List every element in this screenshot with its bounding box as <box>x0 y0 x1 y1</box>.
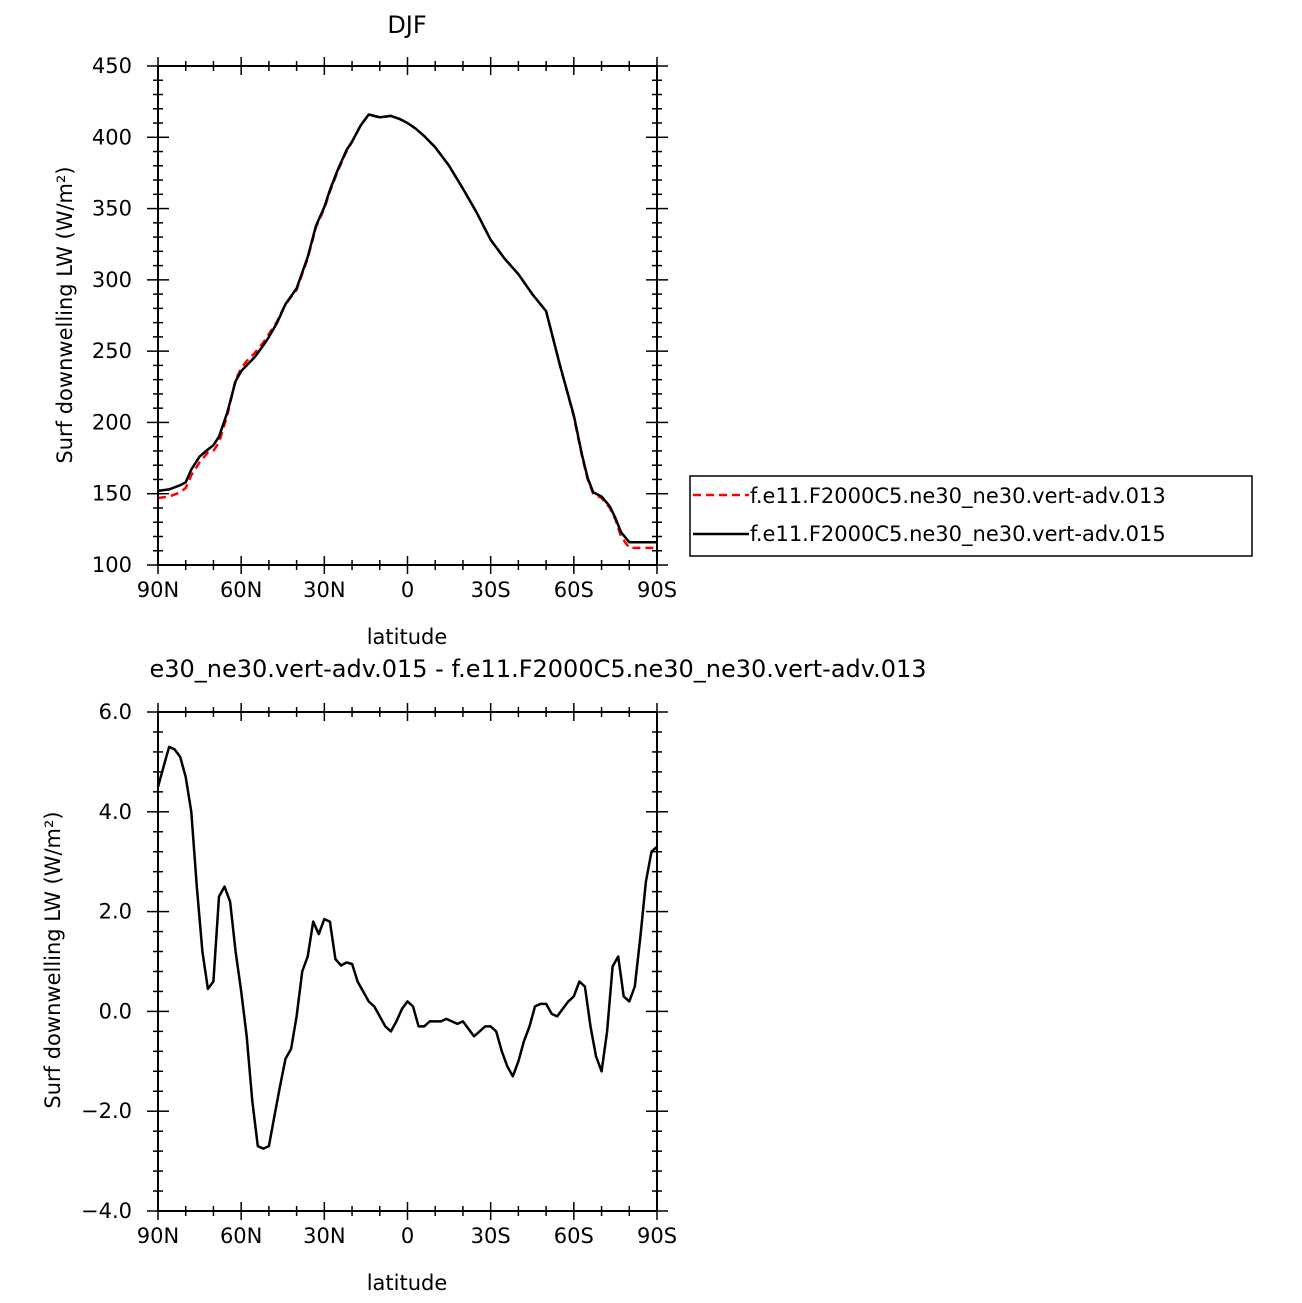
y-tick-label: 300 <box>92 268 132 292</box>
chart-bottom-ylabel: Surf downwelling LW (W/m²) <box>41 811 65 1108</box>
y-tick-label: 6.0 <box>99 700 132 724</box>
series-line-top-1 <box>157 113 657 544</box>
chart-top-frame <box>157 65 658 566</box>
chart-top: DJF 90N 60N 30N 0 30S 60S 90S 100 150 200 250 300 35… <box>53 11 677 649</box>
y-tick-label: 200 <box>92 410 132 434</box>
y-tick-label: 0.0 <box>99 999 132 1023</box>
y-tick-label: 400 <box>92 125 132 149</box>
legend-label-013: f.e11.F2000C5.ne30_ne30.vert-adv.013 <box>750 484 1166 509</box>
x-tick-label: 60N <box>220 578 262 602</box>
y-tick-label: 450 <box>92 54 132 78</box>
chart-bottom-xlabel: latitude <box>367 1271 448 1295</box>
x-tick-label: 30N <box>303 1224 345 1248</box>
x-tick-label: 30S <box>471 1224 511 1248</box>
y-tick-label: 350 <box>92 197 132 221</box>
x-tick-label: 90S <box>637 1224 677 1248</box>
y-tick-label: −2.0 <box>81 1099 132 1123</box>
chart-top-series <box>157 113 657 550</box>
legend-box <box>689 475 1253 557</box>
y-tick-label: 150 <box>92 482 132 506</box>
x-tick-label: 60S <box>554 1224 594 1248</box>
chart-top-xlabel: latitude <box>367 625 448 649</box>
x-tick-label: 90N <box>137 1224 179 1248</box>
y-tick-label: −4.0 <box>81 1199 132 1223</box>
chart-top-ticks: 90N 60N 30N 0 30S 60S 90S 100 150 200 250 300 350 400… <box>92 54 677 602</box>
chart-bottom-ticks: 90N 60N 30N 0 30S 60S 90S −4.0 −2.0 0.0 2.0 4.0 6.0 <box>81 700 677 1248</box>
y-tick-label: 100 <box>92 553 132 577</box>
chart-top-title: DJF <box>387 11 426 39</box>
x-tick-label: 60S <box>554 578 594 602</box>
y-tick-label: 2.0 <box>99 900 132 924</box>
x-tick-label: 0 <box>401 578 414 602</box>
chart-legend: f.e11.F2000C5.ne30_ne30.vert-adv.013 f.e… <box>689 475 1253 557</box>
chart-bottom-frame <box>157 711 658 1212</box>
chart-bottom: e30_ne30.vert-adv.015 - f.e11.F2000C5.ne… <box>41 655 927 1295</box>
series-line-top-0 <box>157 113 657 550</box>
chart-bottom-series <box>156 745 658 1150</box>
y-tick-label: 250 <box>92 339 132 363</box>
x-tick-label: 0 <box>401 1224 414 1248</box>
legend-label-015: f.e11.F2000C5.ne30_ne30.vert-adv.015 <box>750 522 1166 547</box>
chart-top-ylabel: Surf downwelling LW (W/m²) <box>53 166 77 463</box>
x-tick-label: 90S <box>637 578 677 602</box>
series-line-bottom-0 <box>156 745 658 1150</box>
x-tick-label: 90N <box>137 578 179 602</box>
x-tick-label: 30S <box>471 578 511 602</box>
y-tick-label: 4.0 <box>99 800 132 824</box>
x-tick-label: 60N <box>220 1224 262 1248</box>
x-tick-label: 30N <box>303 578 345 602</box>
chart-bottom-title: e30_ne30.vert-adv.015 - f.e11.F2000C5.ne… <box>149 655 926 683</box>
